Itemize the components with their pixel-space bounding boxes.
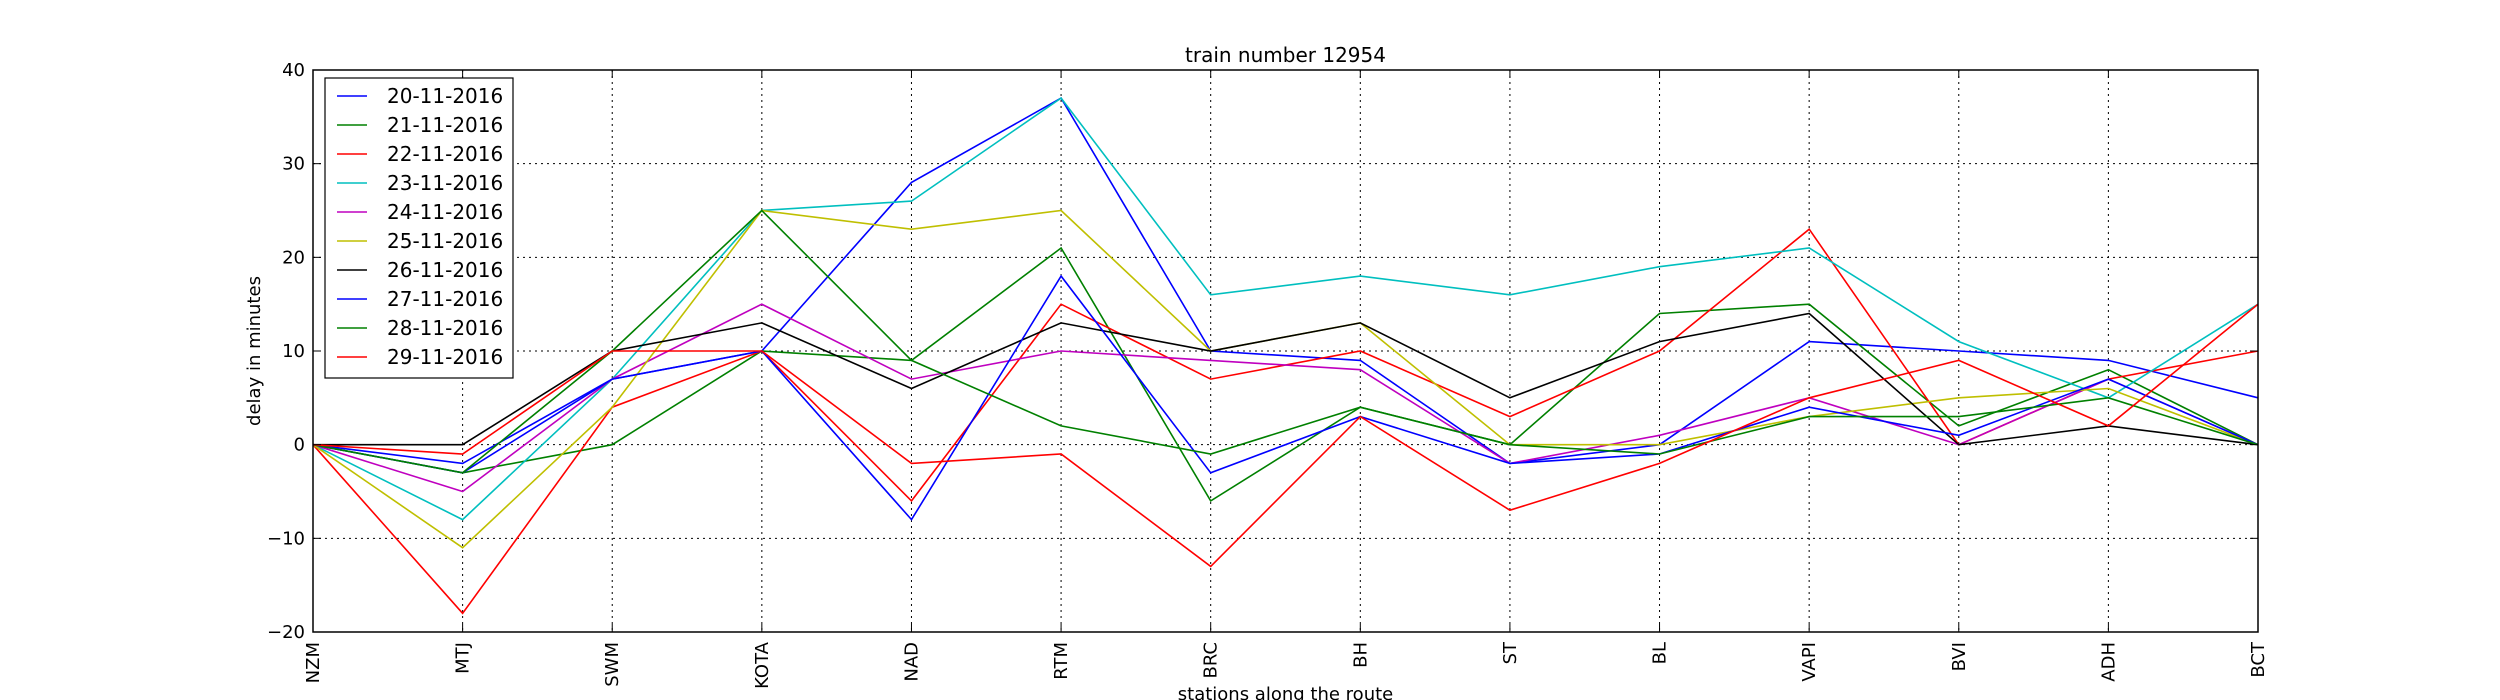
- x-tick-label: BCT: [2248, 641, 2269, 678]
- series-line-24-11-2016: [312, 303, 2259, 493]
- y-tick-label: 40: [282, 60, 305, 81]
- x-axis-title: stations along the route: [1178, 684, 1393, 700]
- legend-label: 22-11-2016: [387, 142, 503, 166]
- x-tick-label: ADH: [2098, 642, 2119, 682]
- y-tick-labels: −20 −10 0 10 20 30 40: [267, 60, 305, 643]
- y-tick-label: −20: [267, 622, 305, 643]
- chart-title: train number 12954: [1185, 43, 1386, 67]
- legend: 20-11-2016 21-11-2016 22-11-2016 23-11-2016…: [324, 77, 514, 379]
- x-tick-label: BH: [1350, 642, 1371, 668]
- legend-label: 26-11-2016: [387, 258, 503, 282]
- y-axis-title: delay in minutes: [244, 276, 265, 426]
- x-tick-label: NAD: [901, 642, 922, 682]
- series-line-21-11-2016: [312, 246, 2259, 503]
- x-tick-label: VAPI: [1799, 642, 1820, 682]
- y-tick-label: −10: [267, 528, 305, 549]
- legend-label: 20-11-2016: [387, 84, 503, 108]
- legend-label: 21-11-2016: [387, 113, 503, 137]
- x-tick-label: RTM: [1051, 642, 1072, 680]
- legend-label: 25-11-2016: [387, 229, 503, 253]
- series-lines: [312, 97, 2259, 615]
- x-tick-label: SWM: [602, 642, 623, 687]
- series-line-28-11-2016: [312, 209, 2259, 474]
- series-line-27-11-2016: [312, 274, 2259, 521]
- legend-label: 23-11-2016: [387, 171, 503, 195]
- series-line-26-11-2016: [313, 312, 2259, 446]
- y-tick-label: 0: [294, 435, 305, 456]
- legend-label: 27-11-2016: [387, 287, 503, 311]
- x-tick-labels: NZM MTJ SWM KOTA NAD RTM BRC BH ST BL VAPI BVI ADH BC…: [303, 641, 2269, 689]
- legend-label: 28-11-2016: [387, 316, 503, 340]
- x-tick-label: BVI: [1949, 642, 1970, 671]
- legend-box: [324, 77, 514, 379]
- x-tick-label: MTJ: [453, 642, 474, 674]
- legend-label: 24-11-2016: [387, 200, 503, 224]
- x-tick-label: BRC: [1201, 642, 1222, 679]
- x-tick-label: ST: [1500, 641, 1521, 664]
- series-line-29-11-2016: [312, 303, 2259, 568]
- y-tick-label: 30: [282, 154, 305, 175]
- x-tick-label: BL: [1650, 642, 1671, 664]
- axis-ticks: [312, 69, 2259, 633]
- x-tick-label: NZM: [303, 642, 324, 683]
- x-tick-label: KOTA: [752, 641, 773, 689]
- y-tick-label: 20: [282, 247, 305, 268]
- legend-label: 29-11-2016: [387, 345, 503, 369]
- y-tick-label: 10: [282, 341, 305, 362]
